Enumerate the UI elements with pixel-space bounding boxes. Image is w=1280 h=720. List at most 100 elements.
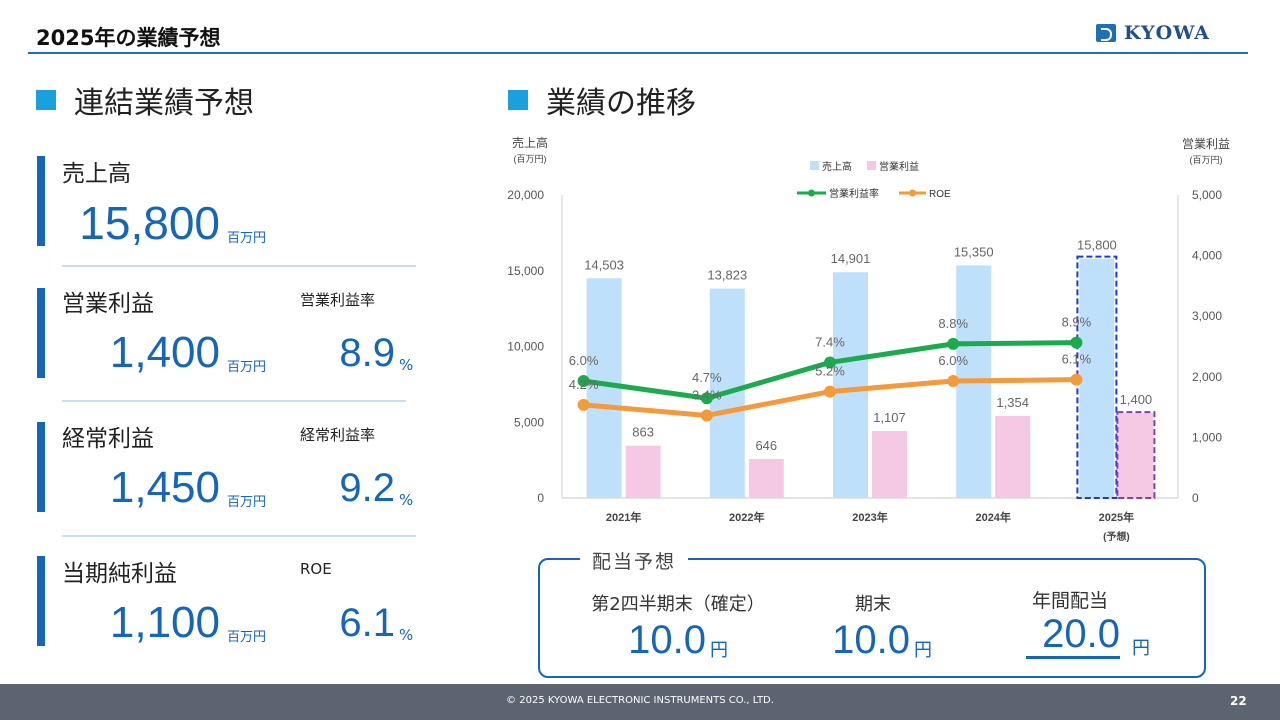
bar-operating-profit <box>995 415 1031 498</box>
bar-label-sales: 13,823 <box>707 268 747 283</box>
footer-copyright: © 2025 KYOWA ELECTRONIC INSTRUMENTS CO.,… <box>506 695 774 706</box>
kpi-value-sales: 15,800 <box>79 197 220 249</box>
bar-sales <box>586 278 622 498</box>
x-tick-label: 2023年 <box>852 510 887 524</box>
page-number: 22 <box>1230 694 1247 708</box>
bar-operating-profit <box>748 458 784 498</box>
kpi-unit-sales: 百万円 <box>227 231 267 246</box>
bar-label-sales: 15,350 <box>954 244 994 259</box>
point-roe <box>1070 373 1083 386</box>
page-title: 2025年の業績予想 <box>36 26 221 50</box>
bar-sales <box>833 272 868 498</box>
point-roe <box>824 385 836 398</box>
dividend-value-year-end: 10.0 <box>832 618 910 662</box>
bar-label-operating-profit: 1,400 <box>1120 392 1153 407</box>
dividend-annual-underline <box>1026 656 1120 659</box>
kpi-pct-operating-margin: % <box>399 356 414 374</box>
left-axis-title: 売上高 <box>512 135 548 150</box>
point-label-operating-margin: 8.9% <box>1062 315 1092 330</box>
kpi-label-sales: 売上高 <box>62 161 131 187</box>
kpi-accent-bar <box>37 156 45 246</box>
kyowa-logo-icon <box>1096 24 1116 42</box>
left-axis-unit: (百万円) <box>514 154 547 164</box>
point-label-operating-margin: 8.8% <box>938 316 968 331</box>
title-rule <box>28 52 1248 54</box>
kpi-separator <box>62 265 416 267</box>
forecast-section-title: 連結業績予想 <box>74 86 254 121</box>
bar-label-operating-profit: 863 <box>632 425 654 440</box>
bullet-square-icon <box>36 90 56 110</box>
point-label-roe: 6.0% <box>938 353 968 368</box>
trend-section-heading: 業績の推移 <box>508 78 696 122</box>
x-tick-label: 2021年 <box>606 510 641 524</box>
point-operating-margin <box>824 356 836 369</box>
point-label-roe: 4.2% <box>569 377 599 392</box>
forecast-highlight-operating-profit <box>1116 411 1156 499</box>
logo-text: KYOWA <box>1124 22 1210 44</box>
kpi-label-net-income: 当期純利益 <box>62 561 177 587</box>
right-tick-label: 2,000 <box>1192 370 1222 384</box>
dividend-unit-annual: 円 <box>1132 638 1150 659</box>
dividend-title: 配当予想 <box>580 547 689 574</box>
kpi-unit-operating-profit: 百万円 <box>227 360 267 375</box>
kpi-ratio-label-ordinary-margin: 経常利益率 <box>300 426 376 444</box>
kpi-label-operating-profit: 営業利益 <box>62 291 154 317</box>
dividend-label-interim: 第2四半期末（確定） <box>591 594 765 615</box>
bar-label-operating-profit: 1,107 <box>873 410 906 425</box>
kpi-ratio-roe: 6.1 <box>339 601 395 645</box>
left-tick-label: 5,000 <box>514 415 544 429</box>
kpi-pct-ordinary-margin: % <box>399 491 414 509</box>
trend-section-title: 業績の推移 <box>546 86 696 121</box>
bar-label-operating-profit: 1,354 <box>996 395 1029 410</box>
dividend-unit-interim: 円 <box>710 640 728 661</box>
right-tick-label: 4,000 <box>1192 249 1222 263</box>
kpi-unit-net-income: 百万円 <box>227 630 267 645</box>
point-label-roe: 6.1% <box>1062 352 1092 367</box>
bar-operating-profit <box>1118 413 1154 498</box>
point-operating-margin <box>700 392 713 405</box>
legend-label-operating-profit: 営業利益 <box>879 160 919 173</box>
right-axis-unit: (百万円) <box>1190 155 1223 165</box>
legend-swatch-operating-profit <box>867 161 876 170</box>
forecast-highlight-sales <box>1076 255 1118 499</box>
left-tick-label: 10,000 <box>507 340 544 354</box>
kpi-ratio-label-operating-margin: 営業利益率 <box>300 291 376 309</box>
kpi-accent-bar <box>37 556 45 646</box>
x-tick-label: 2024年 <box>975 510 1010 524</box>
x-tick-label: 2025年 <box>1099 510 1134 524</box>
point-roe <box>577 398 590 411</box>
point-label-roe: 3.4% <box>692 387 722 402</box>
x-tick-label: 2022年 <box>729 510 764 524</box>
dividend-label-year-end: 期末 <box>855 594 891 615</box>
legend-label-sales: 売上高 <box>822 160 852 173</box>
footer: © 2025 KYOWA ELECTRONIC INSTRUMENTS CO.,… <box>0 684 1280 720</box>
left-tick-label: 15,000 <box>507 264 544 278</box>
point-label-operating-margin: 4.7% <box>692 370 722 385</box>
legend-label-roe: ROE <box>929 189 951 200</box>
kpi-ratio-ordinary-margin: 9.2 <box>339 466 395 510</box>
kpi-separator <box>62 535 416 537</box>
left-tick-label: 20,000 <box>507 188 544 202</box>
kpi-ratio-label-roe: ROE <box>300 560 332 578</box>
legend-marker-roe <box>909 189 916 197</box>
right-tick-label: 0 <box>1192 491 1199 505</box>
bar-label-sales: 15,800 <box>1077 238 1117 253</box>
point-label-roe: 5.2% <box>815 364 845 379</box>
bullet-square-icon <box>508 90 528 110</box>
kpi-unit-ordinary-profit: 百万円 <box>227 495 267 510</box>
dividend-label-annual: 年間配当 <box>1031 590 1108 612</box>
point-operating-margin <box>1070 336 1083 349</box>
right-tick-label: 3,000 <box>1192 309 1222 323</box>
bar-operating-profit <box>872 430 907 498</box>
bar-operating-profit <box>625 445 661 498</box>
forecast-section-heading: 連結業績予想 <box>36 78 254 122</box>
legend-marker-operating-margin <box>808 189 815 197</box>
dividend-value-annual: 20.0 <box>1042 612 1120 656</box>
right-tick-label: 5,000 <box>1192 188 1222 202</box>
kpi-value-operating-profit: 1,400 <box>109 328 220 377</box>
kpi-value-net-income: 1,100 <box>109 598 220 647</box>
bar-sales <box>1079 258 1115 498</box>
right-tick-label: 1,000 <box>1192 430 1222 444</box>
legend-label-operating-margin: 営業利益率 <box>829 187 879 200</box>
point-label-operating-margin: 6.0% <box>569 353 599 368</box>
